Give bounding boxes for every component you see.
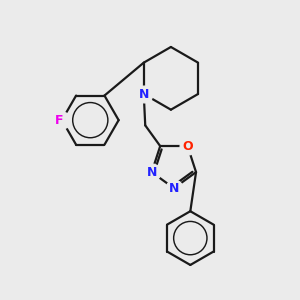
Text: N: N xyxy=(146,166,157,178)
Text: N: N xyxy=(169,182,179,195)
Text: O: O xyxy=(182,140,193,153)
Text: F: F xyxy=(55,114,63,127)
Text: N: N xyxy=(139,88,149,100)
